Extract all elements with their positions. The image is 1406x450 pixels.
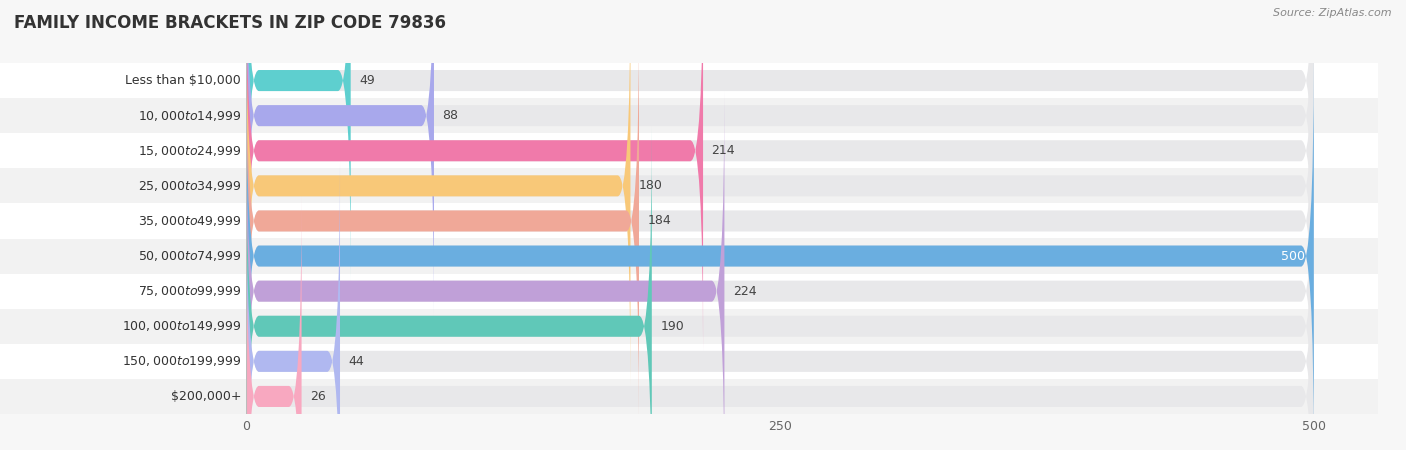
FancyBboxPatch shape xyxy=(246,21,1313,421)
FancyBboxPatch shape xyxy=(246,91,724,450)
Text: 190: 190 xyxy=(661,320,685,333)
Text: Source: ZipAtlas.com: Source: ZipAtlas.com xyxy=(1274,8,1392,18)
FancyBboxPatch shape xyxy=(14,309,1406,344)
Text: 184: 184 xyxy=(648,215,671,227)
Text: 214: 214 xyxy=(711,144,735,157)
FancyBboxPatch shape xyxy=(14,168,1406,203)
FancyBboxPatch shape xyxy=(246,126,1313,450)
FancyBboxPatch shape xyxy=(246,0,1313,316)
FancyBboxPatch shape xyxy=(246,161,340,450)
Bar xyxy=(0,379,246,414)
Bar xyxy=(0,203,246,238)
FancyBboxPatch shape xyxy=(14,344,1406,379)
FancyBboxPatch shape xyxy=(246,0,630,386)
Text: $200,000+: $200,000+ xyxy=(170,390,242,403)
Bar xyxy=(0,168,246,203)
FancyBboxPatch shape xyxy=(246,21,638,421)
Text: 180: 180 xyxy=(638,180,662,192)
FancyBboxPatch shape xyxy=(14,274,1406,309)
Text: 500: 500 xyxy=(1281,250,1305,262)
FancyBboxPatch shape xyxy=(14,98,1406,133)
FancyBboxPatch shape xyxy=(246,126,652,450)
Text: 224: 224 xyxy=(733,285,756,297)
FancyBboxPatch shape xyxy=(14,238,1406,274)
FancyBboxPatch shape xyxy=(246,196,1313,450)
Text: $10,000 to $14,999: $10,000 to $14,999 xyxy=(138,108,242,123)
Text: $100,000 to $149,999: $100,000 to $149,999 xyxy=(122,319,242,333)
FancyBboxPatch shape xyxy=(246,56,1313,450)
Text: FAMILY INCOME BRACKETS IN ZIP CODE 79836: FAMILY INCOME BRACKETS IN ZIP CODE 79836 xyxy=(14,14,446,32)
FancyBboxPatch shape xyxy=(246,0,1313,281)
FancyBboxPatch shape xyxy=(246,196,301,450)
Text: $15,000 to $24,999: $15,000 to $24,999 xyxy=(138,144,242,158)
Text: 26: 26 xyxy=(311,390,326,403)
FancyBboxPatch shape xyxy=(14,203,1406,238)
FancyBboxPatch shape xyxy=(246,0,350,281)
FancyBboxPatch shape xyxy=(246,0,1313,386)
FancyBboxPatch shape xyxy=(246,0,1313,351)
Text: $25,000 to $34,999: $25,000 to $34,999 xyxy=(138,179,242,193)
FancyBboxPatch shape xyxy=(14,133,1406,168)
FancyBboxPatch shape xyxy=(246,56,1313,450)
Text: $50,000 to $74,999: $50,000 to $74,999 xyxy=(138,249,242,263)
Bar xyxy=(0,344,246,379)
Bar xyxy=(0,133,246,168)
Text: 44: 44 xyxy=(349,355,364,368)
FancyBboxPatch shape xyxy=(14,379,1406,414)
Bar xyxy=(0,63,246,98)
Bar xyxy=(0,274,246,309)
Text: $75,000 to $99,999: $75,000 to $99,999 xyxy=(138,284,242,298)
FancyBboxPatch shape xyxy=(246,0,703,351)
Bar xyxy=(0,238,246,274)
FancyBboxPatch shape xyxy=(14,63,1406,98)
FancyBboxPatch shape xyxy=(246,91,1313,450)
Text: 49: 49 xyxy=(359,74,375,87)
Bar xyxy=(0,309,246,344)
Text: $150,000 to $199,999: $150,000 to $199,999 xyxy=(122,354,242,369)
Text: Less than $10,000: Less than $10,000 xyxy=(125,74,242,87)
Text: 88: 88 xyxy=(443,109,458,122)
Text: $35,000 to $49,999: $35,000 to $49,999 xyxy=(138,214,242,228)
FancyBboxPatch shape xyxy=(246,161,1313,450)
FancyBboxPatch shape xyxy=(246,0,434,316)
Bar xyxy=(0,98,246,133)
